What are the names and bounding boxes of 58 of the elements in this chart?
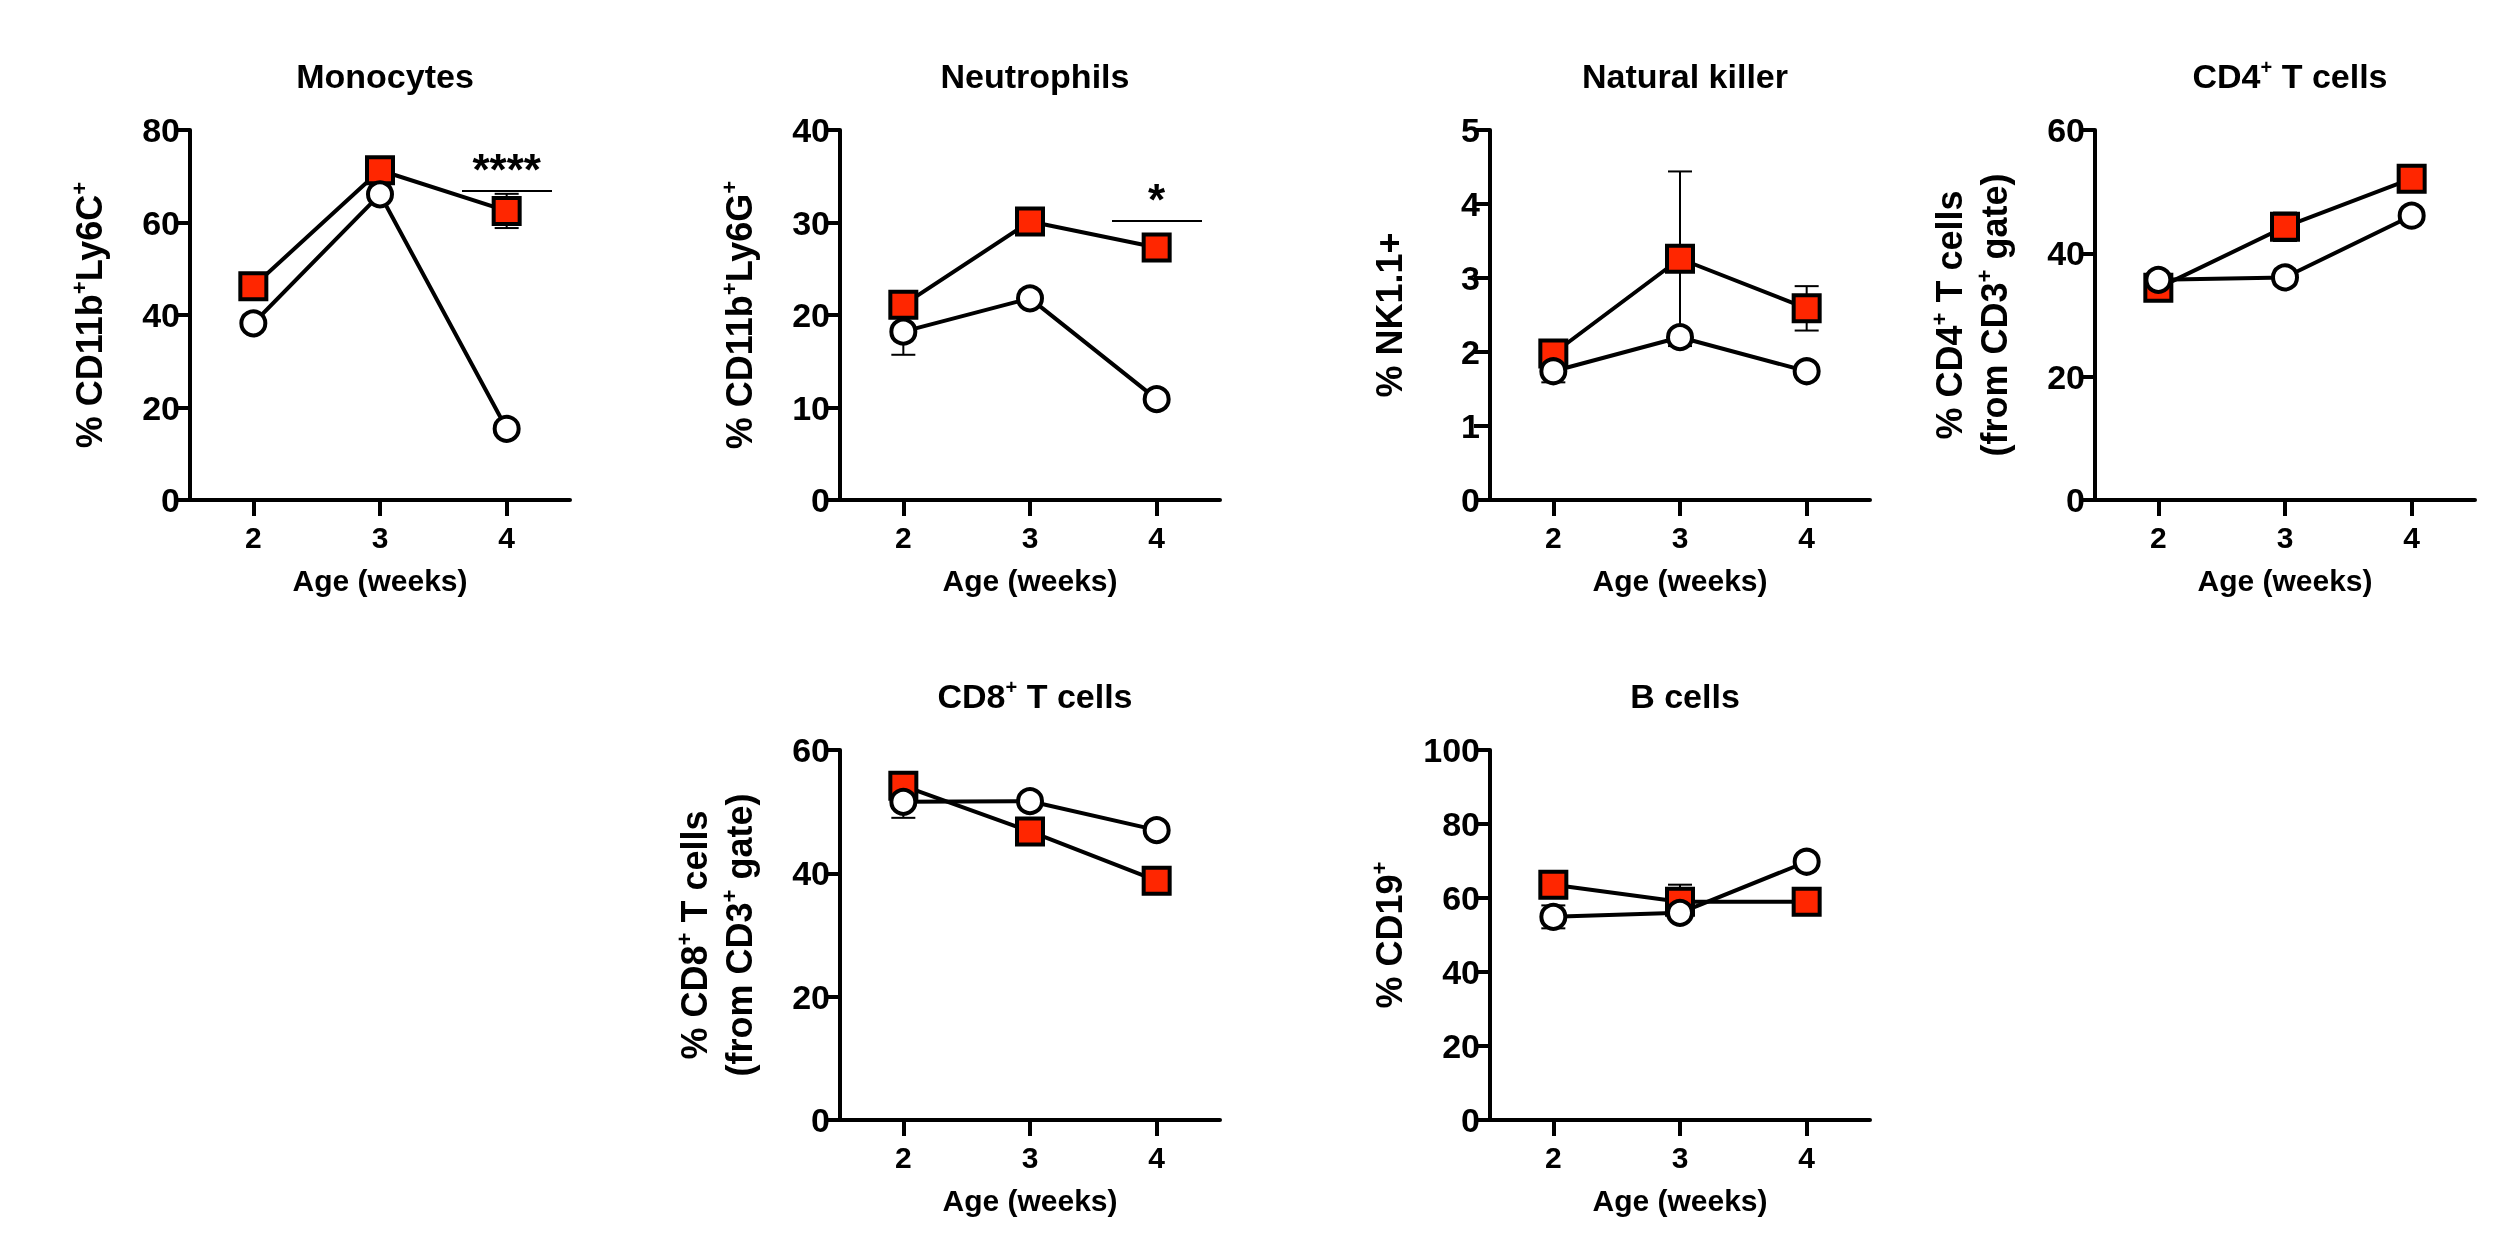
x-tick-label: 3 [1671, 520, 1689, 554]
chart-title: Neutrophils [940, 57, 1130, 96]
x-tick-label: 2 [894, 520, 912, 554]
y-tick-label: 20 [792, 977, 830, 1016]
y-tick-label: 20 [792, 296, 830, 334]
chart-title: Natural killer [1582, 57, 1788, 96]
y-tick-label: 20 [1442, 1027, 1480, 1065]
y-tick-label: 40 [142, 296, 180, 334]
chart-title: Monocytes [296, 57, 474, 96]
y-tick-label: 1 [1461, 407, 1480, 445]
chart-title: B cells [1630, 677, 1740, 716]
x-tick-label: 3 [1021, 520, 1039, 554]
x-tick-label: 2 [1544, 520, 1562, 554]
x-tick-label: 4 [2403, 520, 2421, 554]
chart-title: CD4+ T cells [2192, 55, 2388, 96]
x-axis-title: Age (weeks) [942, 564, 1118, 598]
y-axis-title: % CD19+ [1367, 861, 1410, 1009]
y-axis-title: % CD11b+Ly6G+ [717, 180, 760, 450]
x-tick-label: 4 [498, 520, 516, 554]
annotation: **** [471, 145, 542, 194]
x-tick-label: 3 [1021, 1140, 1039, 1174]
y-tick-label: 100 [1423, 731, 1480, 769]
y-tick-label: 80 [142, 111, 180, 149]
y-axis-title: % NK1.1+ [1369, 232, 1410, 398]
y-tick-label: 20 [2047, 357, 2085, 396]
x-tick-label: 2 [894, 1140, 912, 1174]
y-tick-label: 60 [142, 203, 180, 242]
y-tick-label: 2 [1461, 333, 1480, 371]
x-tick-label: 3 [1671, 1140, 1689, 1174]
y-tick-label: 60 [2047, 111, 2085, 149]
y-tick-label: 80 [1442, 805, 1480, 843]
y-tick-label: 3 [1461, 259, 1480, 297]
y-tick-label: 20 [142, 388, 180, 427]
y-tick-label: 40 [1442, 953, 1480, 991]
x-tick-label: 3 [2276, 520, 2294, 554]
x-tick-label: 4 [1148, 520, 1166, 554]
x-tick-label: 2 [2149, 520, 2167, 554]
x-tick-label: 4 [1798, 1140, 1816, 1174]
x-axis-title: Age (weeks) [292, 564, 468, 598]
chart-title: CD8+ T cells [937, 675, 1133, 716]
x-axis-title: Age (weeks) [1592, 564, 1768, 598]
x-tick-label: 2 [244, 520, 262, 554]
x-axis-title: Age (weeks) [942, 1184, 1118, 1218]
x-axis-title: Age (weeks) [1592, 1184, 1768, 1218]
x-tick-label: 4 [1798, 520, 1816, 554]
y-tick-label: 30 [792, 203, 830, 242]
annotation: * [1147, 175, 1167, 224]
y-tick-label: 40 [792, 111, 830, 149]
y-tick-label: 60 [1442, 879, 1480, 917]
x-tick-label: 4 [1148, 1140, 1166, 1174]
x-axis-title: Age (weeks) [2197, 564, 2373, 598]
y-tick-label: 40 [792, 854, 830, 893]
y-tick-label: 10 [792, 388, 830, 427]
x-tick-label: 2 [1544, 1140, 1562, 1174]
y-axis-title: % CD11b+Ly6C+ [67, 181, 110, 449]
x-tick-label: 3 [371, 520, 389, 554]
y-tick-label: 60 [792, 731, 830, 769]
y-tick-label: 40 [2047, 234, 2085, 273]
